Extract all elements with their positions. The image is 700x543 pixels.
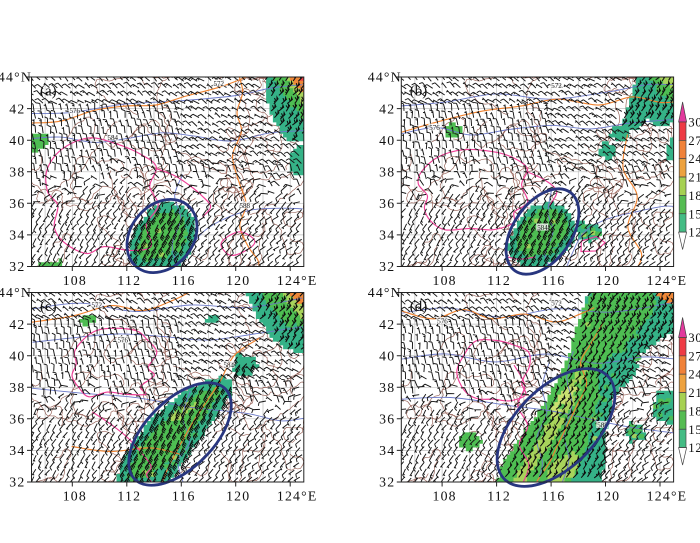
svg-text:36: 36 [379, 412, 395, 427]
svg-text:112: 112 [117, 273, 141, 288]
svg-text:572: 572 [551, 299, 562, 307]
svg-text:124°E: 124°E [277, 489, 318, 504]
svg-text:124°E: 124°E [647, 489, 688, 504]
svg-text:44°N: 44°N [368, 285, 402, 300]
svg-text:108: 108 [63, 273, 87, 288]
svg-text:108: 108 [63, 489, 87, 504]
svg-text:584: 584 [224, 361, 235, 369]
svg-text:38: 38 [9, 380, 25, 395]
svg-text:18: 18 [688, 189, 700, 203]
svg-text:24: 24 [688, 368, 700, 382]
svg-text:(d): (d) [410, 299, 428, 315]
svg-text:36: 36 [9, 196, 25, 211]
svg-text:42: 42 [9, 101, 25, 116]
svg-text:40: 40 [379, 133, 395, 148]
svg-text:(b): (b) [410, 84, 428, 100]
svg-text:572: 572 [214, 80, 225, 88]
svg-text:40: 40 [379, 348, 395, 363]
svg-text:12: 12 [688, 226, 700, 240]
svg-text:576: 576 [437, 317, 448, 325]
svg-text:44°N: 44°N [0, 285, 32, 300]
svg-text:32: 32 [9, 259, 25, 274]
svg-text:124°E: 124°E [277, 273, 318, 288]
svg-text:27: 27 [688, 349, 700, 363]
svg-text:15: 15 [688, 207, 700, 221]
svg-text:38: 38 [9, 164, 25, 179]
svg-text:12: 12 [688, 441, 700, 455]
svg-text:40: 40 [9, 133, 25, 148]
svg-text:(c): (c) [40, 299, 57, 315]
svg-text:44°N: 44°N [0, 70, 32, 85]
svg-text:21: 21 [688, 171, 700, 185]
svg-text:572: 572 [551, 82, 562, 90]
svg-text:38: 38 [379, 164, 395, 179]
svg-text:15: 15 [688, 423, 700, 437]
svg-text:34: 34 [379, 443, 395, 458]
svg-text:572: 572 [92, 301, 103, 309]
svg-text:30: 30 [688, 331, 700, 345]
svg-text:36: 36 [379, 196, 395, 211]
svg-text:40: 40 [9, 348, 25, 363]
svg-text:108: 108 [432, 273, 456, 288]
svg-text:(a): (a) [40, 84, 57, 100]
svg-text:30: 30 [688, 116, 700, 130]
svg-text:120: 120 [596, 489, 620, 504]
svg-text:32: 32 [379, 475, 395, 490]
svg-text:576: 576 [70, 107, 81, 115]
svg-text:116: 116 [172, 273, 196, 288]
svg-text:120: 120 [226, 273, 250, 288]
svg-text:42: 42 [379, 317, 395, 332]
svg-text:116: 116 [172, 489, 196, 504]
svg-text:112: 112 [487, 273, 511, 288]
svg-text:588: 588 [597, 421, 608, 429]
svg-text:18: 18 [688, 404, 700, 418]
svg-text:32: 32 [379, 259, 395, 274]
svg-text:24: 24 [688, 152, 700, 166]
svg-text:576: 576 [118, 336, 129, 344]
svg-text:120: 120 [226, 489, 250, 504]
svg-text:116: 116 [542, 489, 566, 504]
svg-text:44°N: 44°N [368, 70, 402, 85]
svg-text:21: 21 [688, 386, 700, 400]
svg-text:584: 584 [537, 224, 548, 232]
svg-text:34: 34 [9, 228, 25, 243]
svg-text:38: 38 [379, 380, 395, 395]
svg-text:32: 32 [9, 475, 25, 490]
svg-text:112: 112 [117, 489, 141, 504]
svg-text:34: 34 [9, 443, 25, 458]
svg-text:42: 42 [379, 101, 395, 116]
svg-text:124°E: 124°E [647, 273, 688, 288]
svg-text:116: 116 [542, 273, 566, 288]
svg-text:108: 108 [432, 489, 456, 504]
svg-text:34: 34 [379, 228, 395, 243]
svg-text:120: 120 [596, 273, 620, 288]
svg-text:588: 588 [240, 202, 251, 210]
svg-text:42: 42 [9, 317, 25, 332]
svg-text:112: 112 [487, 489, 511, 504]
svg-text:36: 36 [9, 412, 25, 427]
svg-text:584: 584 [108, 134, 119, 142]
svg-text:576: 576 [429, 124, 440, 132]
svg-text:27: 27 [688, 134, 700, 148]
